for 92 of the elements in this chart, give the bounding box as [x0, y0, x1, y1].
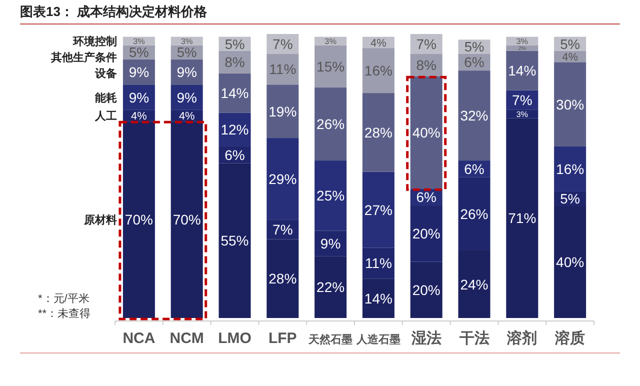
series-label: 人工 — [94, 110, 117, 123]
data-label: 4% — [178, 110, 196, 122]
bar — [554, 146, 586, 192]
data-label: 7% — [272, 36, 293, 52]
data-label: 7% — [416, 36, 436, 52]
data-label: 14% — [364, 290, 392, 306]
bar — [506, 45, 538, 51]
bar — [362, 172, 394, 248]
text: *：元/平米 — [38, 292, 90, 305]
x-tick-label: 天然石墨 — [308, 333, 353, 346]
data-label: 5% — [560, 36, 580, 52]
data-label: 3% — [133, 36, 145, 46]
bar — [266, 84, 299, 138]
bar — [458, 70, 490, 161]
data-label: 6% — [464, 161, 484, 178]
data-label: 3% — [516, 110, 528, 120]
data-label: 5% — [129, 45, 149, 60]
data-label: 30% — [556, 96, 584, 112]
bar — [218, 112, 251, 146]
x-tick-label: LFP — [268, 330, 297, 347]
data-label: 16% — [556, 161, 584, 178]
data-label: 15% — [316, 58, 345, 74]
x-tick-label: 溶剂 — [506, 329, 538, 347]
x-tick-label: NCM — [170, 330, 204, 347]
data-label: 11% — [269, 61, 296, 78]
data-label: 20% — [412, 282, 440, 298]
data-label: 40% — [412, 124, 440, 140]
data-label: 4% — [562, 51, 578, 64]
data-label: 9% — [128, 64, 150, 80]
x-tick-label: NCA — [122, 330, 156, 347]
data-label: 8% — [416, 56, 436, 73]
data-label: 26% — [316, 116, 345, 132]
bar — [362, 48, 394, 94]
data-label: 14% — [508, 62, 536, 79]
x-tick-label: 人造石墨 — [355, 333, 400, 346]
data-label: 32% — [460, 108, 488, 124]
data-label: 70% — [172, 212, 201, 228]
x-tick-label: 干法 — [458, 330, 490, 347]
data-label: 4% — [370, 37, 387, 50]
bar — [506, 50, 538, 90]
data-label: 24% — [460, 276, 488, 292]
series-label: 其他生产条件 — [50, 51, 117, 64]
data-label: 6% — [464, 54, 484, 70]
data-label: 12% — [220, 122, 249, 138]
data-label: 22% — [316, 279, 345, 296]
data-label: 7% — [272, 221, 293, 238]
data-label: 27% — [364, 202, 392, 218]
chart-title: 图表13： 成本结构决定材料价格 — [20, 4, 208, 19]
data-label: 70% — [124, 212, 153, 228]
data-label: 11% — [364, 255, 392, 272]
bar — [266, 138, 299, 220]
data-label: 25% — [316, 188, 345, 204]
data-label: 9% — [176, 64, 197, 80]
x-tick-label: 湿法 — [410, 330, 442, 347]
bar — [314, 45, 347, 88]
data-label: 71% — [508, 210, 536, 226]
data-label: 5% — [464, 40, 484, 55]
text: **：未查得 — [38, 307, 91, 320]
data-label: 5% — [176, 45, 197, 60]
data-label: 40% — [556, 254, 584, 270]
data-label: 26% — [460, 206, 488, 222]
data-label: 3% — [324, 36, 336, 46]
series-label: 原材料 — [82, 214, 117, 227]
data-label: 6% — [224, 146, 245, 163]
bar — [362, 93, 394, 172]
data-label: 29% — [268, 170, 297, 187]
bar — [554, 62, 586, 146]
bar — [314, 160, 347, 231]
data-label: 55% — [220, 232, 249, 249]
data-label: 20% — [412, 226, 440, 242]
data-label: 3% — [180, 36, 193, 46]
data-label: 28% — [268, 270, 297, 287]
data-label: 9% — [320, 236, 341, 252]
series-label: 能耗 — [94, 91, 117, 104]
data-label: 8% — [224, 54, 245, 70]
data-label: 9% — [128, 89, 150, 106]
data-label: 16% — [364, 62, 392, 79]
x-tick-label: 溶质 — [554, 329, 586, 347]
data-label: 5% — [560, 191, 580, 206]
data-label: 28% — [364, 124, 392, 140]
data-label: 14% — [220, 85, 249, 102]
data-label: 3% — [516, 36, 528, 46]
x-tick-label: LMO — [218, 330, 252, 347]
bar — [314, 87, 347, 161]
series-label: 设备 — [94, 67, 117, 80]
data-label: 19% — [268, 103, 297, 120]
data-label: 7% — [512, 92, 532, 108]
data-label: 5% — [224, 36, 245, 52]
data-label: 6% — [416, 189, 436, 206]
data-label: 4% — [131, 110, 148, 122]
series-label: 环境控制 — [72, 35, 117, 48]
data-label: 9% — [176, 89, 197, 106]
